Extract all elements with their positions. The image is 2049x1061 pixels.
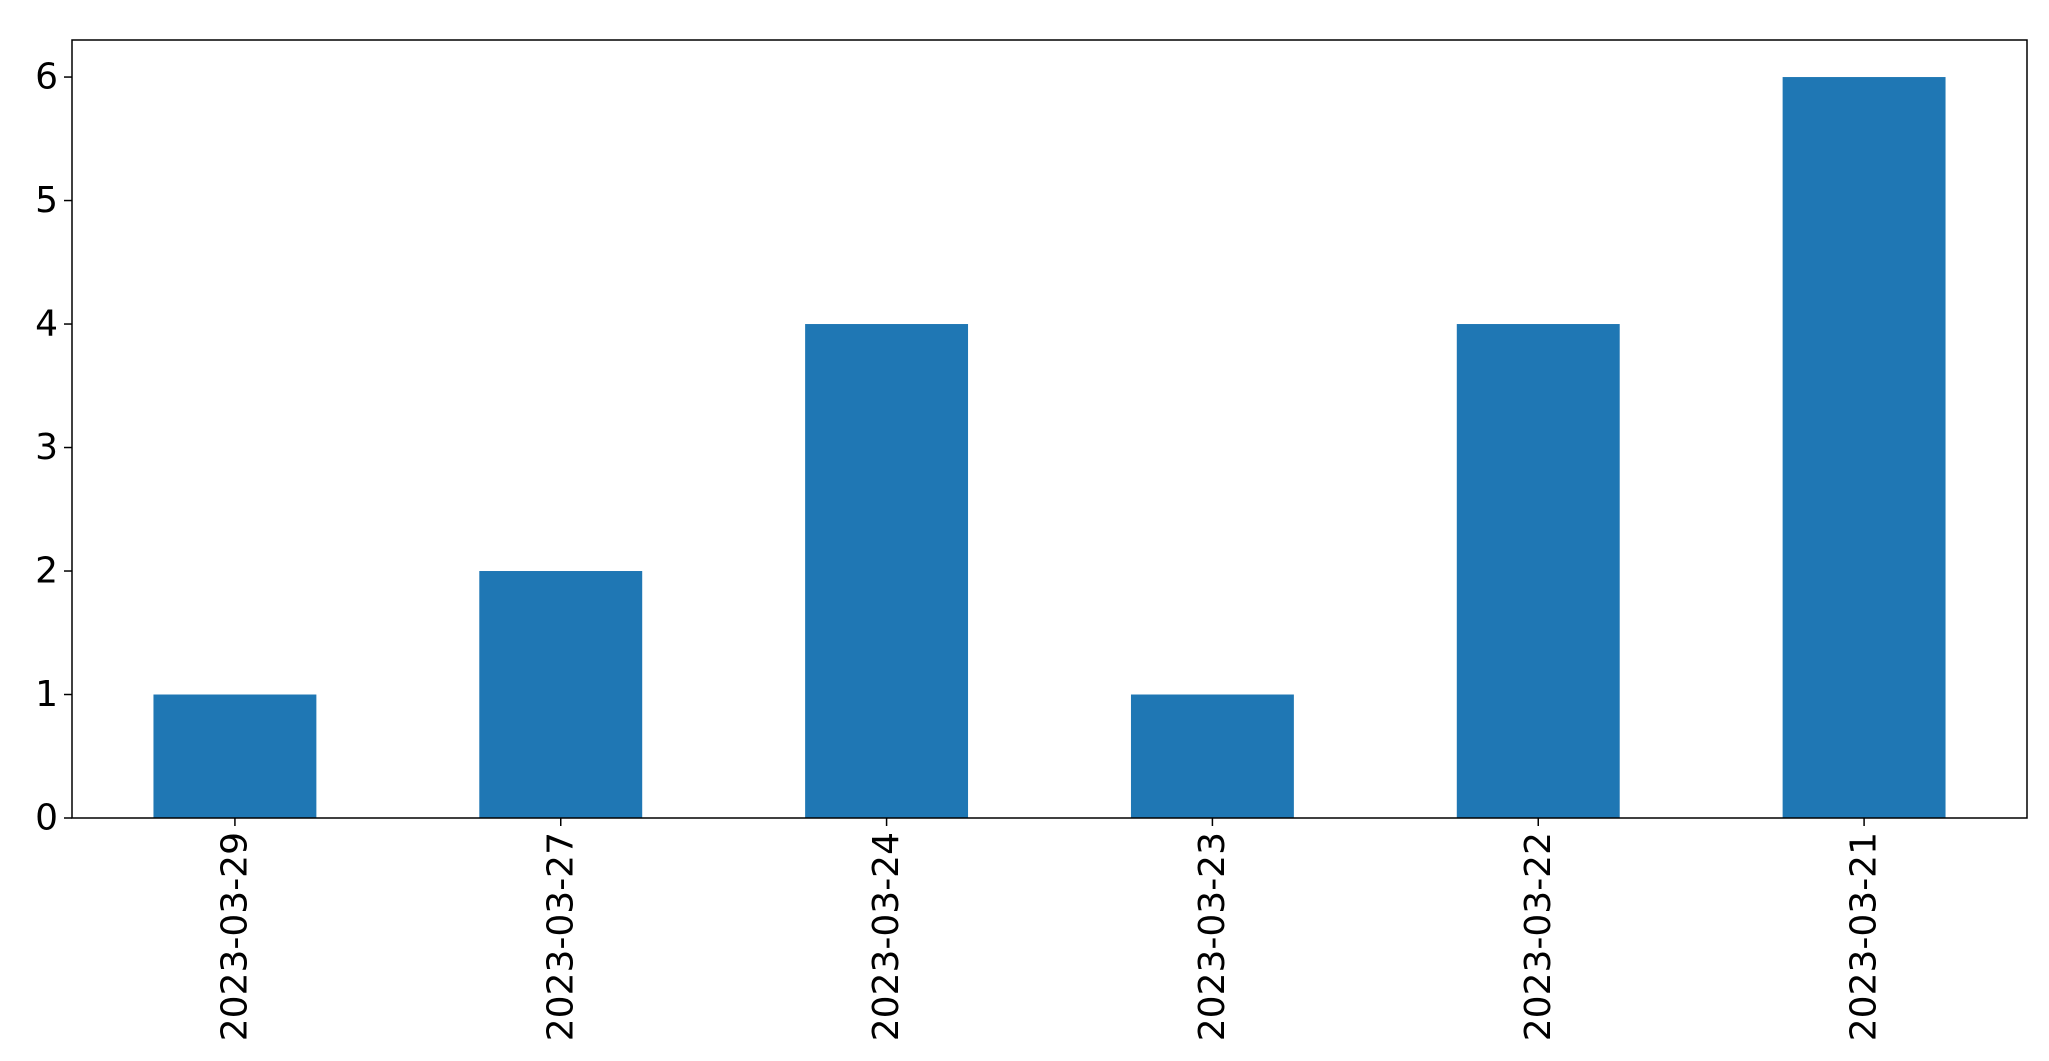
y-tick-label: 3	[35, 427, 58, 468]
bar-2023-03-22	[1456, 324, 1620, 818]
y-axis: 0 1 2 3 4 5 6	[35, 57, 72, 839]
x-tick-label: 2023-03-21	[1844, 832, 1885, 1041]
bar-2023-03-24	[805, 324, 969, 818]
x-tick-label: 2023-03-24	[866, 832, 907, 1041]
bar-2023-03-29	[153, 694, 317, 818]
y-tick-label: 5	[35, 180, 58, 221]
x-tick-label: 2023-03-27	[540, 832, 581, 1041]
bar-2023-03-27	[479, 571, 643, 818]
x-axis: 2023-03-29 2023-03-27 2023-03-24 2023-03-23…	[214, 818, 1885, 1041]
y-tick-label: 6	[35, 57, 58, 98]
y-tick-label: 0	[35, 798, 58, 839]
bars-group	[153, 77, 1946, 819]
x-tick-label: 2023-03-22	[1518, 832, 1559, 1041]
y-tick-label: 4	[35, 304, 58, 345]
bar-2023-03-23	[1130, 694, 1294, 818]
x-tick-label: 2023-03-29	[214, 832, 255, 1041]
plot-frame	[71, 39, 2028, 819]
y-tick-label: 1	[35, 674, 58, 715]
x-tick-label: 2023-03-23	[1192, 832, 1233, 1041]
bar-2023-03-21	[1782, 77, 1946, 819]
y-tick-label: 2	[35, 551, 58, 592]
